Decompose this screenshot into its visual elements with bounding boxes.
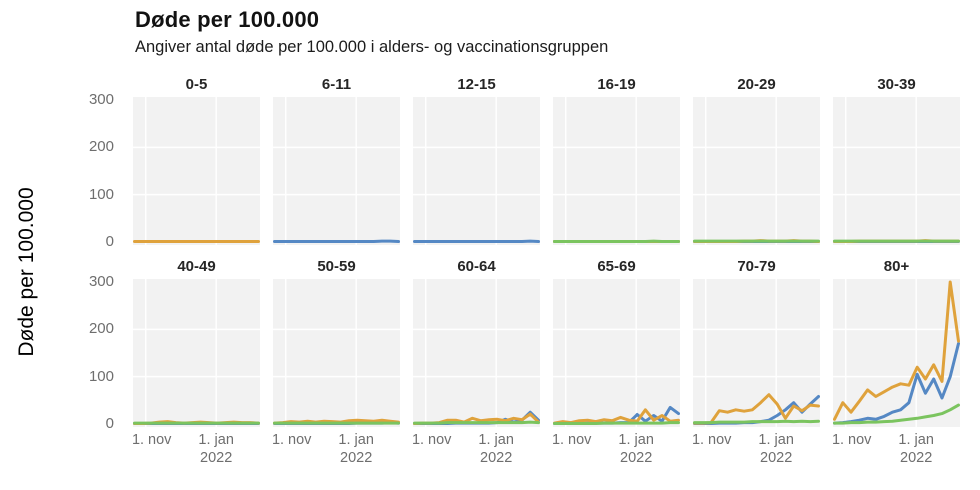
series-line-orange — [553, 408, 680, 425]
panel-16-19: 16-19 — [553, 75, 680, 245]
x-tick-year-line: 2022 — [760, 450, 793, 467]
panel-title: 0-5 — [185, 76, 208, 93]
y-tick-label: 100 — [88, 367, 114, 385]
panel-plot — [133, 97, 260, 245]
panel-title: 60-64 — [457, 258, 496, 275]
x-axis-ticks: 1. nov 1. jan 2022 — [691, 427, 820, 473]
y-tick-label: 200 — [88, 320, 114, 338]
panel-30-39: 30-39 — [833, 75, 960, 245]
series-line-blue — [833, 342, 960, 425]
x-tick-label-line: 1. jan — [338, 432, 374, 448]
panel-plot — [273, 97, 400, 245]
series-line-green — [833, 403, 960, 425]
panel-title: 16-19 — [597, 76, 636, 93]
x-tick-label-line: 1. jan — [478, 432, 514, 448]
panel-20-29: 20-29 — [693, 75, 820, 245]
x-axis-ticks: 1. nov 1. jan 2022 — [411, 427, 540, 473]
panel-80plus: 80+ 1. nov 1. jan 2022 — [831, 257, 960, 473]
x-tick-label-line: 1. jan — [198, 432, 234, 448]
series-line-orange — [693, 393, 820, 425]
chart-title: Døde per 100.000 — [135, 7, 320, 32]
panel-plot — [833, 97, 960, 245]
series-line-green — [413, 420, 540, 425]
x-tick-label-nov: 1. nov — [831, 432, 872, 448]
panel-title: 30-39 — [877, 76, 916, 93]
x-tick-label-nov: 1. nov — [411, 432, 452, 448]
x-axis-ticks: 1. nov 1. jan 2022 — [271, 427, 400, 473]
x-tick-year-line: 2022 — [620, 450, 653, 467]
x-tick-label-nov: 1. nov — [691, 432, 732, 448]
chart-subtitle: Angiver antal døde per 100.000 i alders-… — [135, 38, 609, 56]
panel-title: 20-29 — [737, 76, 776, 93]
panel-60-64: 60-64 1. nov 1. jan 2022 — [411, 257, 540, 473]
x-tick-label-jan: 1. jan 2022 — [758, 431, 793, 467]
panel-plot — [833, 279, 960, 427]
x-tick-label-jan: 1. jan 2022 — [618, 431, 653, 467]
panel-title: 40-49 — [177, 258, 216, 275]
panel-50-59: 50-59 1. nov 1. jan 2022 — [271, 257, 400, 473]
panel-40-49: 40-49 1. nov 1. jan 2022 — [131, 257, 260, 473]
x-tick-year-line: 2022 — [200, 450, 233, 467]
x-tick-year-line: 2022 — [340, 450, 373, 467]
y-tick-label: 200 — [88, 138, 114, 156]
panel-6-11: 6-11 — [273, 75, 400, 245]
y-tick-label: 300 — [88, 273, 114, 290]
panel-title: 12-15 — [457, 76, 496, 93]
x-tick-label-jan: 1. jan 2022 — [478, 431, 513, 467]
x-axis-ticks: 1. nov 1. jan 2022 — [131, 427, 260, 473]
x-axis-ticks: 1. nov 1. jan 2022 — [551, 427, 680, 473]
y-tick-label: 0 — [105, 415, 114, 432]
y-tick-label: 100 — [88, 185, 114, 203]
y-tick-label: 300 — [88, 91, 114, 108]
panel-plot — [693, 97, 820, 245]
series-line-green — [693, 419, 820, 425]
y-axis-ticks: 300 200 100 0 — [0, 75, 120, 250]
panel-12-15: 12-15 — [413, 75, 540, 245]
panel-row-2: 300 200 100 0 40-49 1. nov 1. jan 2022 50-59 1. n… — [0, 257, 960, 473]
x-tick-label-nov: 1. nov — [271, 432, 312, 448]
panel-row-1: 300 200 100 0 0-5 6-11 12-15 16-19 20-29 30-39 — [0, 75, 960, 250]
x-tick-year-line: 2022 — [480, 450, 513, 467]
x-axis-ticks: 1. nov 1. jan 2022 — [831, 427, 960, 473]
panel-65-69: 65-69 1. nov 1. jan 2022 — [551, 257, 680, 473]
panel-70-79: 70-79 1. nov 1. jan 2022 — [691, 257, 820, 473]
small-multiples-grid: 300 200 100 0 0-5 6-11 12-15 16-19 20-29 30-39 300… — [0, 75, 960, 473]
panel-plot — [553, 97, 680, 245]
series-line-orange — [833, 280, 960, 421]
panel-title: 50-59 — [317, 258, 356, 275]
panel-0-5: 0-5 — [133, 75, 260, 245]
x-tick-label-nov: 1. nov — [131, 432, 172, 448]
panel-plot — [693, 279, 820, 427]
x-tick-label-jan: 1. jan 2022 — [898, 431, 933, 467]
panel-plot — [413, 279, 540, 427]
panel-title: 70-79 — [737, 258, 776, 275]
panel-title: 65-69 — [597, 258, 636, 275]
x-tick-label-line: 1. jan — [618, 432, 654, 448]
panel-title: 80+ — [883, 258, 910, 275]
x-tick-label-jan: 1. jan 2022 — [338, 431, 373, 467]
y-tick-label: 0 — [105, 233, 114, 250]
x-tick-year-line: 2022 — [900, 450, 933, 467]
x-tick-label-jan: 1. jan 2022 — [198, 431, 233, 467]
panel-plot — [133, 279, 260, 427]
x-tick-label-nov: 1. nov — [551, 432, 592, 448]
x-tick-label-line: 1. jan — [898, 432, 934, 448]
series-line-green — [553, 421, 680, 425]
panel-plot — [413, 97, 540, 245]
panel-title: 6-11 — [321, 76, 352, 93]
x-tick-label-line: 1. jan — [758, 432, 794, 448]
panel-plot — [553, 279, 680, 427]
y-axis-ticks: 300 200 100 0 — [0, 257, 120, 432]
panel-plot — [273, 279, 400, 427]
